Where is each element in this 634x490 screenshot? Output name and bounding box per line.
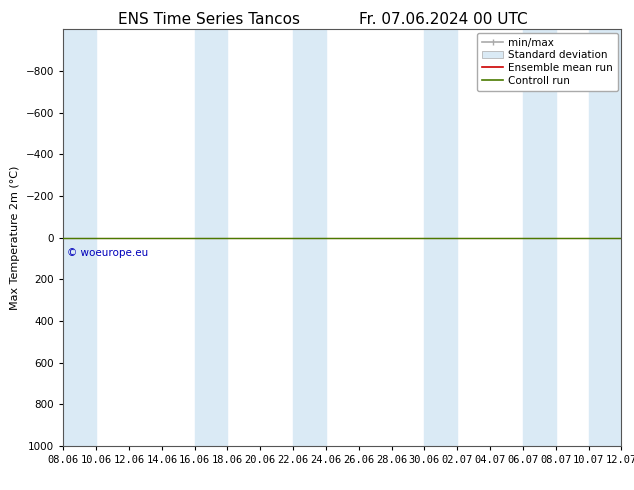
Bar <box>195 29 228 446</box>
Bar <box>588 29 621 446</box>
Legend: min/max, Standard deviation, Ensemble mean run, Controll run: min/max, Standard deviation, Ensemble me… <box>477 32 618 91</box>
Text: Fr. 07.06.2024 00 UTC: Fr. 07.06.2024 00 UTC <box>359 12 528 27</box>
Bar <box>63 29 96 446</box>
Text: ENS Time Series Tancos: ENS Time Series Tancos <box>118 12 301 27</box>
Bar <box>523 29 555 446</box>
Y-axis label: Max Temperature 2m (°C): Max Temperature 2m (°C) <box>10 166 20 310</box>
Text: © woeurope.eu: © woeurope.eu <box>67 248 148 258</box>
Bar <box>293 29 326 446</box>
Bar <box>424 29 457 446</box>
